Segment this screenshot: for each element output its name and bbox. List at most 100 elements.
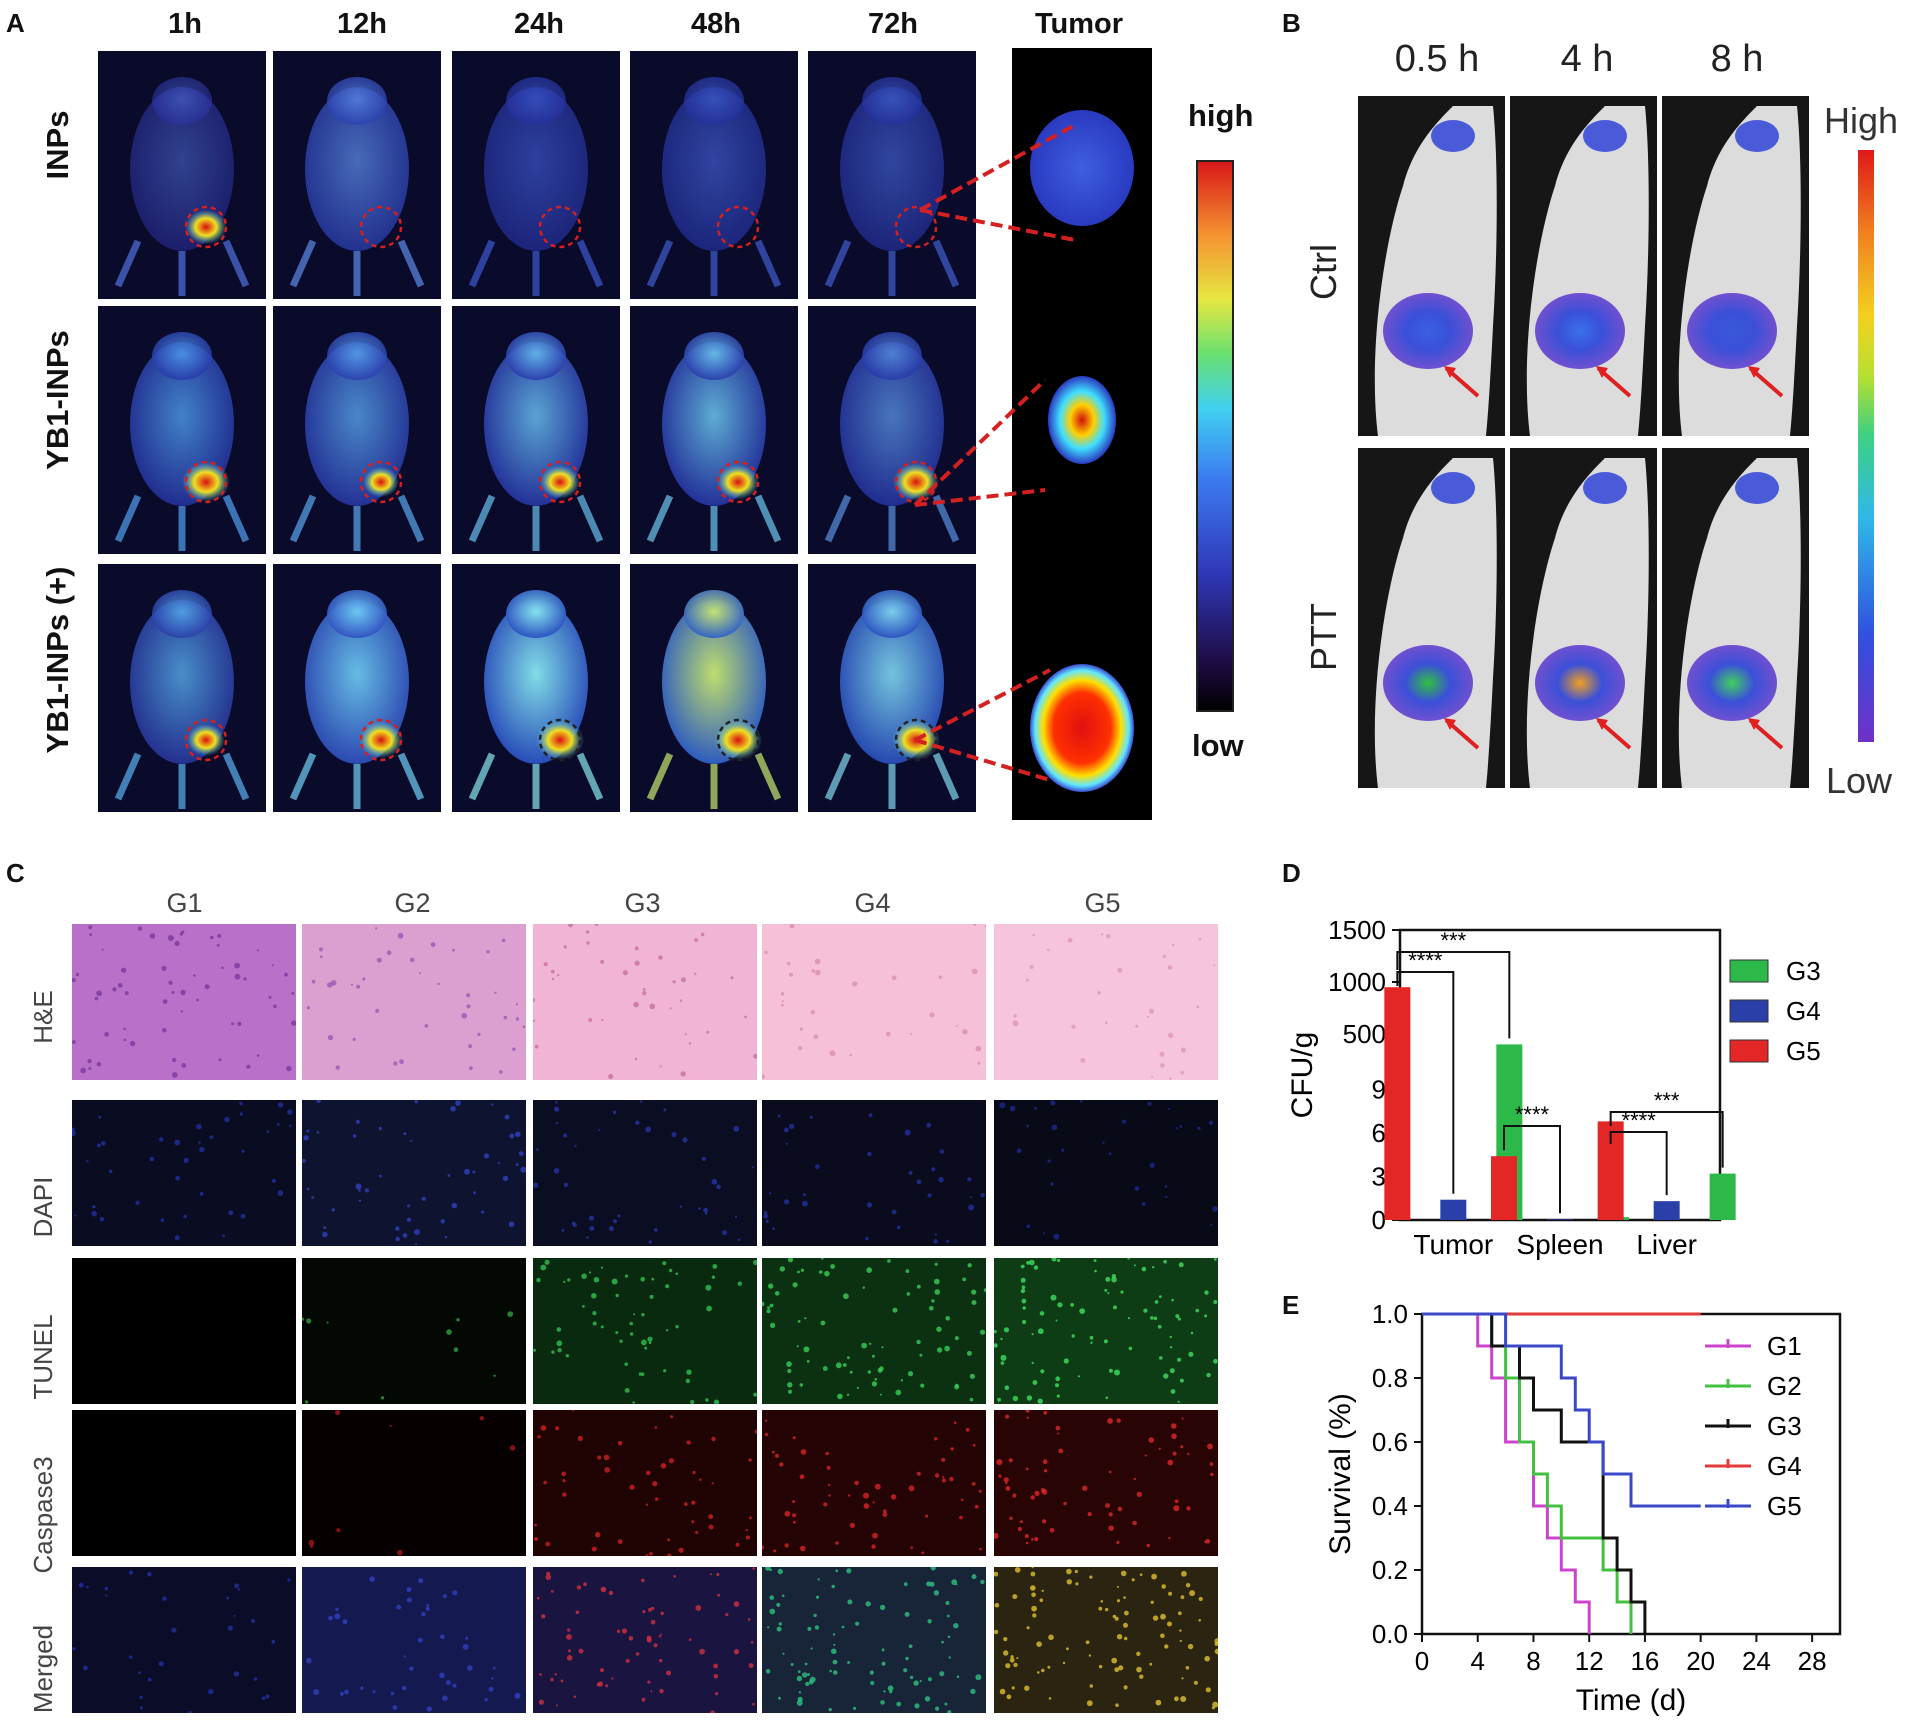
panelE-ytick-label: 0.8	[1372, 1363, 1408, 1393]
panelE-xtick-label: 20	[1686, 1646, 1715, 1676]
panelD-legend-swatch-g5	[1729, 1039, 1769, 1063]
panelC-histology-tile	[302, 1100, 526, 1246]
panelE-xtick-label: 0	[1415, 1646, 1429, 1676]
panelA-scale-high: high	[1188, 98, 1254, 133]
panelD-legend-swatch-g3	[1729, 959, 1769, 983]
panelB-scale-high: High	[1824, 100, 1899, 141]
panelD-category-label: Tumor	[1413, 1229, 1493, 1260]
panelD-bar-g4-liver	[1653, 1201, 1680, 1220]
panel-label-d: D	[1282, 858, 1301, 888]
panelD-bar-g5-tumor	[1384, 987, 1411, 1220]
panelC-histology-tile	[72, 1100, 296, 1246]
panelC-group-g4: G4	[854, 888, 891, 918]
panelE-legend-label-g1: G1	[1767, 1331, 1802, 1361]
panelE-xlabel: Time (d)	[1576, 1684, 1687, 1717]
panelA-zoom-lines	[913, 123, 1076, 782]
panel-label-a: A	[6, 8, 25, 38]
panelC-histology-tile	[302, 1258, 526, 1404]
panelA-mouse-image	[630, 564, 798, 812]
panelD-significance-label: ***	[1440, 928, 1466, 953]
panelE-xtick-label: 24	[1742, 1646, 1771, 1676]
panelD-bar-g4-tumor	[1440, 1199, 1467, 1220]
panelC-group-g3: G3	[624, 888, 661, 918]
panelD-significance-label: ***	[1654, 1088, 1680, 1113]
panelA-time-12h: 12h	[337, 8, 387, 40]
panelA-tumor-column	[1012, 48, 1152, 820]
panelC-histology-tile	[762, 924, 986, 1080]
panelC-histology-tile	[302, 924, 526, 1080]
panelA-mouse-image	[98, 564, 266, 812]
panel-label-e: E	[1282, 1290, 1300, 1320]
panelC-histology-tile	[72, 1410, 296, 1556]
panelD-category-label: Spleen	[1516, 1229, 1603, 1260]
panelD-bar-g5-spleen	[1491, 1156, 1517, 1220]
panelC-histology-tile	[302, 1567, 526, 1713]
panelA-mouse-image	[808, 564, 976, 812]
panelA-row-yb1-inps-plus: YB1-INPs (+)	[40, 566, 75, 754]
panelA-time-72h: 72h	[868, 8, 918, 40]
panelE-xtick-label: 16	[1630, 1646, 1659, 1676]
panelE-xtick-label: 4	[1470, 1646, 1484, 1676]
panelC-histology-tile	[533, 1258, 757, 1404]
panelC-group-g5: G5	[1084, 888, 1121, 918]
panelA-mouse-image	[452, 306, 620, 554]
panelA-tumor-header: Tumor	[1034, 8, 1124, 40]
panelA-mouse-image	[273, 51, 441, 299]
panelD-significance-bracket	[1503, 1125, 1561, 1214]
panelD-ytick-label: 1500	[1328, 915, 1386, 945]
tumor-inps	[1030, 110, 1134, 226]
panelC-histology-tile	[762, 1258, 986, 1404]
panelA-row-yb1-inps: YB1-INPs	[40, 330, 75, 470]
panelE-xtick-label: 12	[1575, 1646, 1604, 1676]
panelC-histology-tile	[994, 924, 1218, 1080]
panelC-histology-tile	[994, 1410, 1218, 1556]
panelC-row-he: H&E	[28, 990, 58, 1044]
panelD-significance-label: ****	[1622, 1108, 1657, 1133]
panelD-ylabel: CFU/g	[1290, 1032, 1319, 1119]
panelC-histology-tile	[762, 1100, 986, 1246]
panelA-mouse-image	[273, 564, 441, 812]
panelD-ytick-label: 1000	[1328, 967, 1386, 997]
panelC-row-merged: Merged	[28, 1624, 58, 1714]
panelE-legend-label-g3: G3	[1767, 1411, 1802, 1441]
panelD-bar-g3-liver	[1709, 1173, 1736, 1220]
panelC-histology-tile	[302, 1410, 526, 1556]
panelA-time-1h: 1h	[168, 8, 202, 40]
panelB-mouse-image	[1662, 96, 1809, 436]
panelA-colorbar	[1196, 160, 1234, 712]
panelE-xtick-label: 8	[1526, 1646, 1540, 1676]
panelC-histology-tile	[994, 1567, 1218, 1713]
panelA-mouse-image	[452, 51, 620, 299]
panelD-ytick-label: 9	[1372, 1075, 1386, 1105]
panelB-mouse-image	[1662, 448, 1809, 788]
panelE-legend-label-g5: G5	[1767, 1491, 1802, 1521]
panelD-significance-label: ****	[1408, 948, 1443, 973]
panelC-histology-tile	[762, 1567, 986, 1713]
panelC-histology-tile	[533, 1410, 757, 1556]
panelC-row-caspase3: Caspase3	[28, 1456, 58, 1574]
panelC-histology-tile	[72, 1258, 296, 1404]
panelB-mouse-image	[1358, 96, 1505, 436]
panelD-significance-bracket	[1396, 951, 1511, 1039]
panelD-ytick-label: 500	[1343, 1019, 1386, 1049]
tumor-yb1-inps-plus	[1030, 664, 1134, 792]
panelA-mouse-image	[630, 51, 798, 299]
panelA-scale-low: low	[1192, 728, 1244, 763]
panelD-significance-bracket	[1609, 1131, 1668, 1196]
panelD-ytick-label: 0	[1372, 1205, 1386, 1235]
panelA-row-inps: INPs	[40, 110, 75, 180]
panelB-row-ctrl: Ctrl	[1303, 244, 1344, 300]
panelE-ytick-label: 0.6	[1372, 1427, 1408, 1457]
panelC-histology-tile	[72, 924, 296, 1080]
panelD-ytick-label: 6	[1372, 1118, 1386, 1148]
panel-label-c: C	[6, 858, 25, 888]
panelC-histology-tile	[533, 1100, 757, 1246]
panelC-histology-tile	[72, 1567, 296, 1713]
panelC-histology-tile	[762, 1410, 986, 1556]
panelC-histology-tile	[533, 1567, 757, 1713]
panelD-significance-label: ****	[1515, 1102, 1550, 1127]
panelE-ylabel: Survival (%)	[1324, 1393, 1357, 1555]
panelA-mouse-image	[808, 51, 976, 299]
panelE-legend-label-g2: G2	[1767, 1371, 1802, 1401]
